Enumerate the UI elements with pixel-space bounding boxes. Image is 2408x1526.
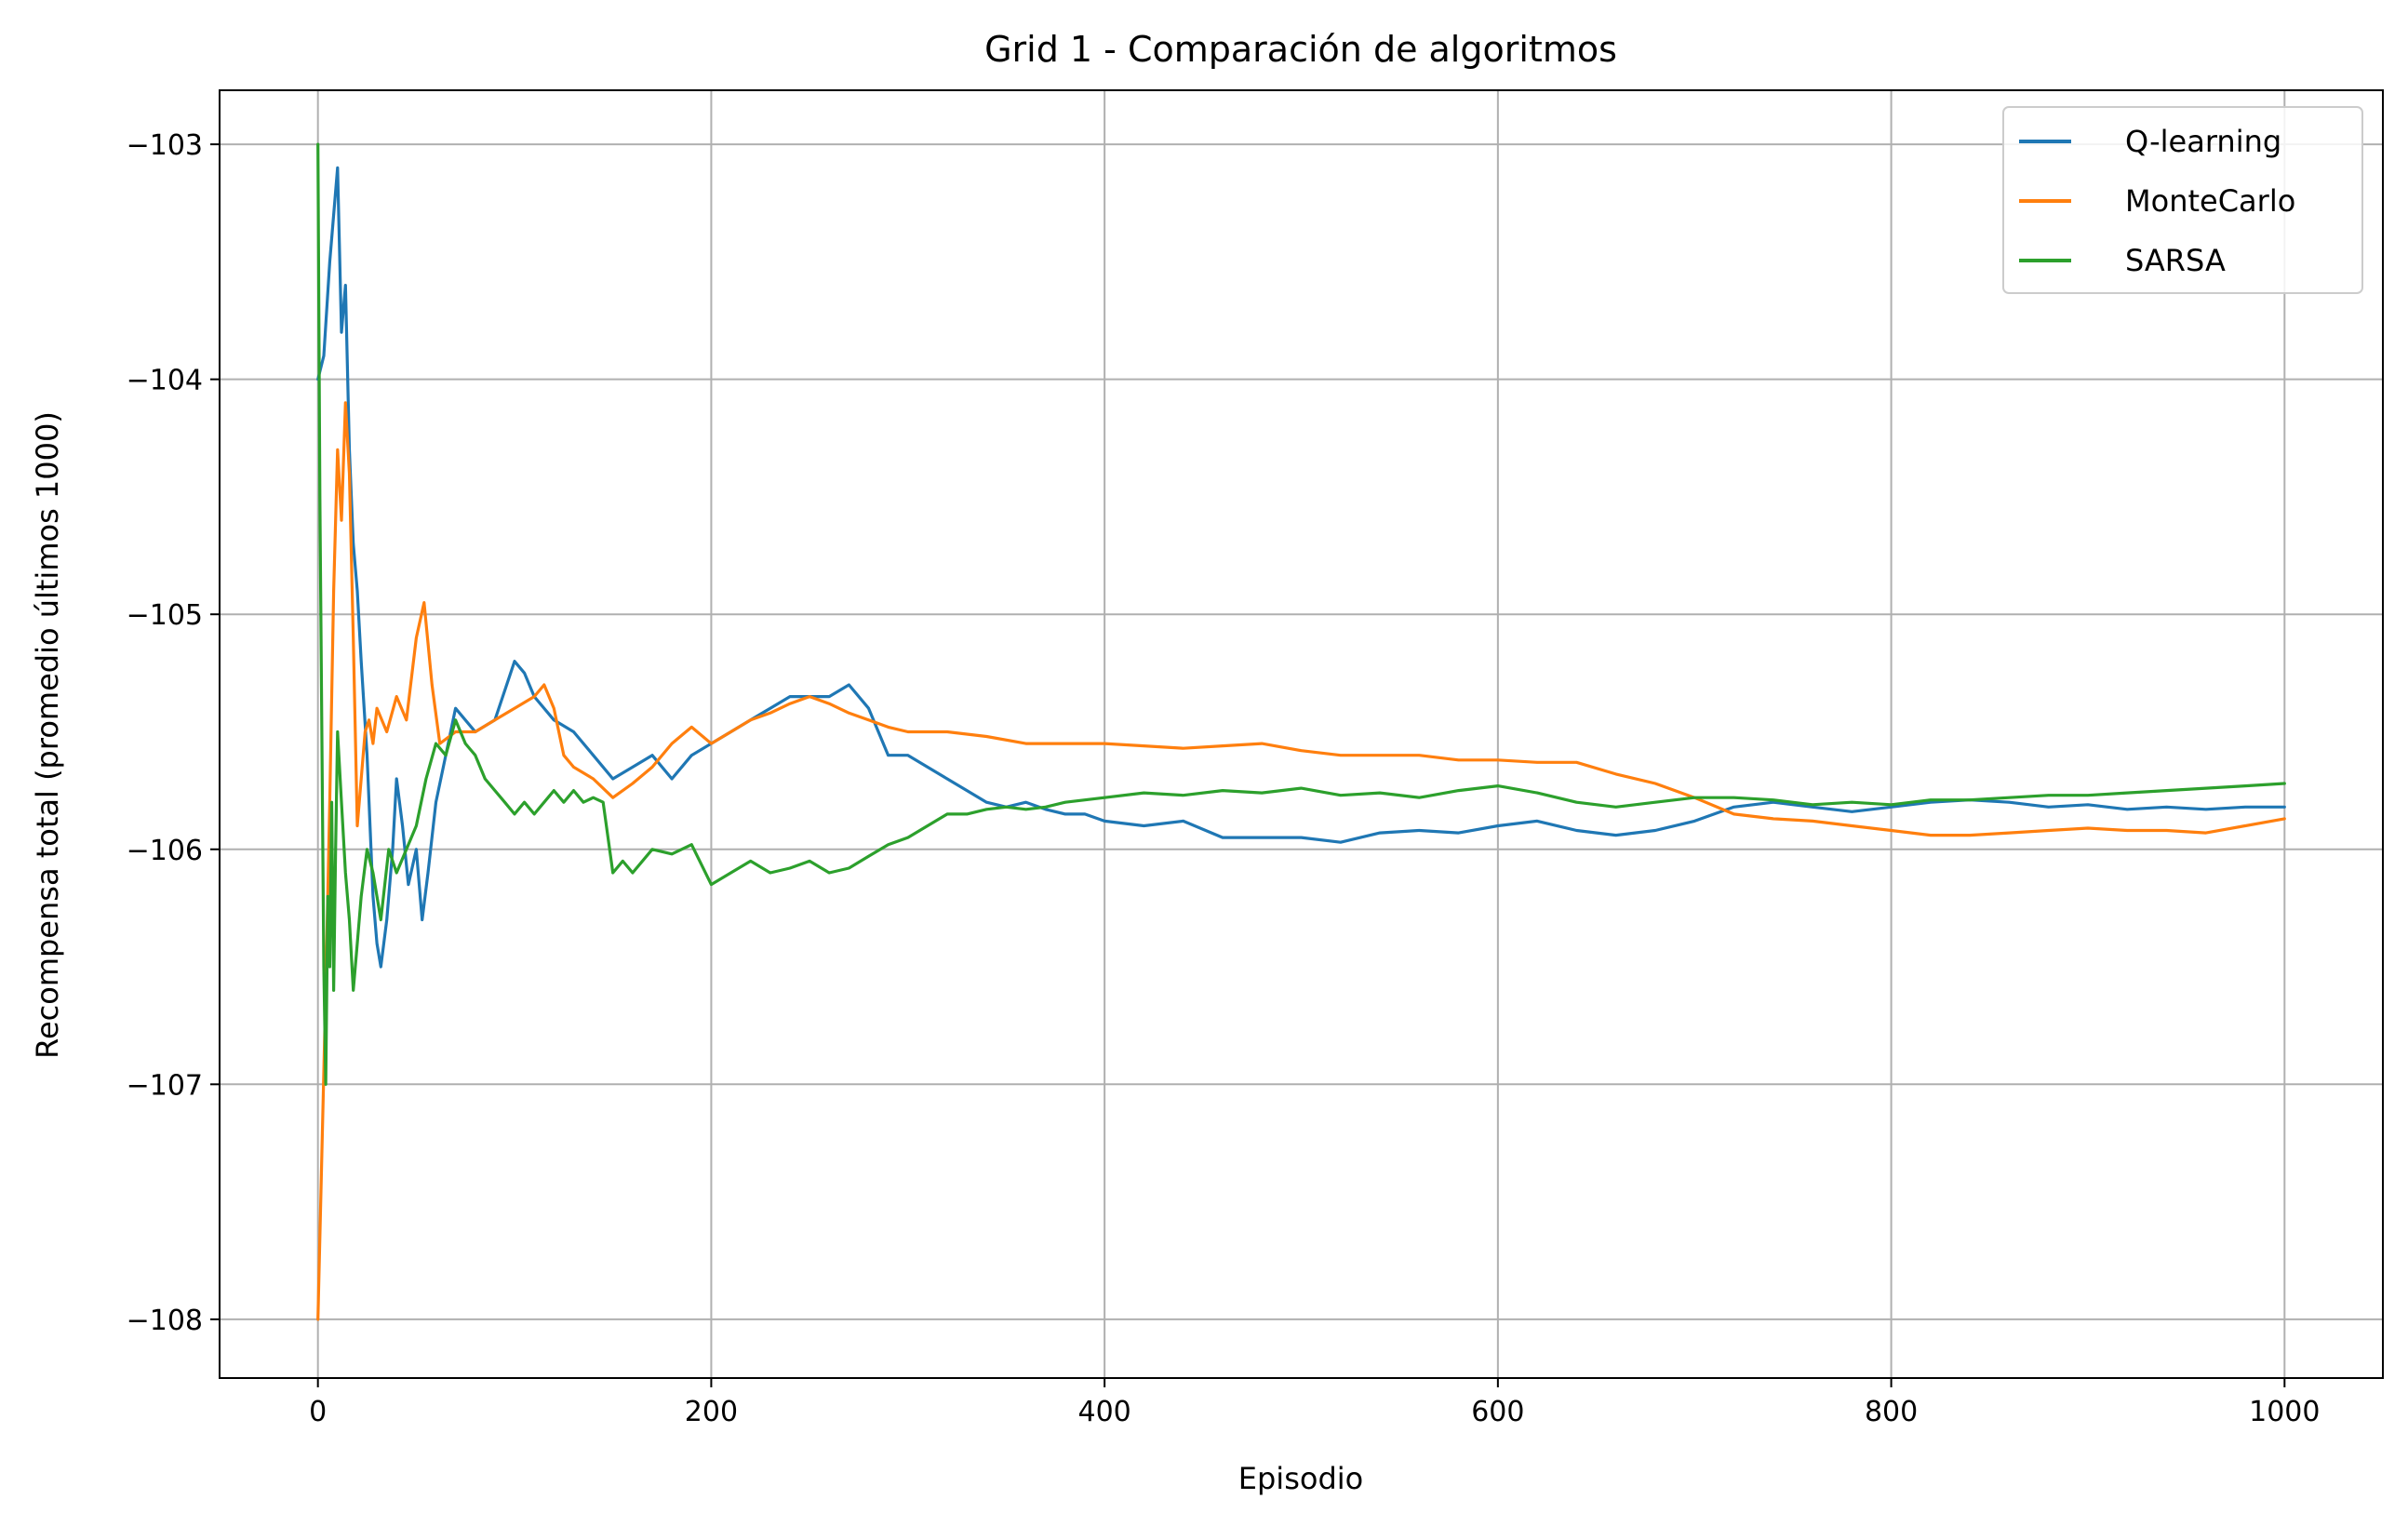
legend-entry-label: Q-learning — [2125, 124, 2281, 159]
y-tick-label: −108 — [127, 1305, 203, 1337]
y-tick-label: −103 — [127, 129, 203, 162]
legend: Q-learning MonteCarlo SARSA — [2002, 106, 2363, 294]
chart-title: Grid 1 - Comparación de algoritmos — [984, 29, 1617, 70]
x-tick-label: 1000 — [2249, 1396, 2320, 1428]
x-tick-label: 400 — [1078, 1396, 1131, 1428]
plot-area-frame — [219, 89, 2384, 1379]
x-axis-label: Episodio — [1238, 1461, 1363, 1496]
x-ticks: 0 200 400 600 800 1000 — [309, 1378, 2320, 1428]
y-tick-label: −104 — [127, 365, 203, 397]
legend-entry-label: SARSA — [2125, 243, 2226, 278]
y-tick-label: −105 — [127, 599, 203, 632]
y-tick-label: −107 — [127, 1069, 203, 1102]
series-line-montecarlo — [316, 401, 2286, 1321]
x-tick-label: 600 — [1471, 1396, 1524, 1428]
x-tick-label: 200 — [685, 1396, 738, 1428]
series-lines — [316, 142, 2286, 1321]
y-tick-label: −106 — [127, 835, 203, 867]
series-line-q-learning — [316, 166, 2286, 969]
legend-box — [2002, 106, 2363, 294]
y-axis-label: Recompensa total (promedio últimos 1000) — [30, 411, 65, 1059]
legend-entry-label: MonteCarlo — [2125, 183, 2295, 219]
y-ticks: −108 −107 −106 −105 −104 −103 — [127, 129, 220, 1337]
x-tick-label: 0 — [309, 1396, 327, 1428]
series-line-sarsa — [316, 142, 2286, 1086]
x-tick-label: 800 — [1865, 1396, 1918, 1428]
